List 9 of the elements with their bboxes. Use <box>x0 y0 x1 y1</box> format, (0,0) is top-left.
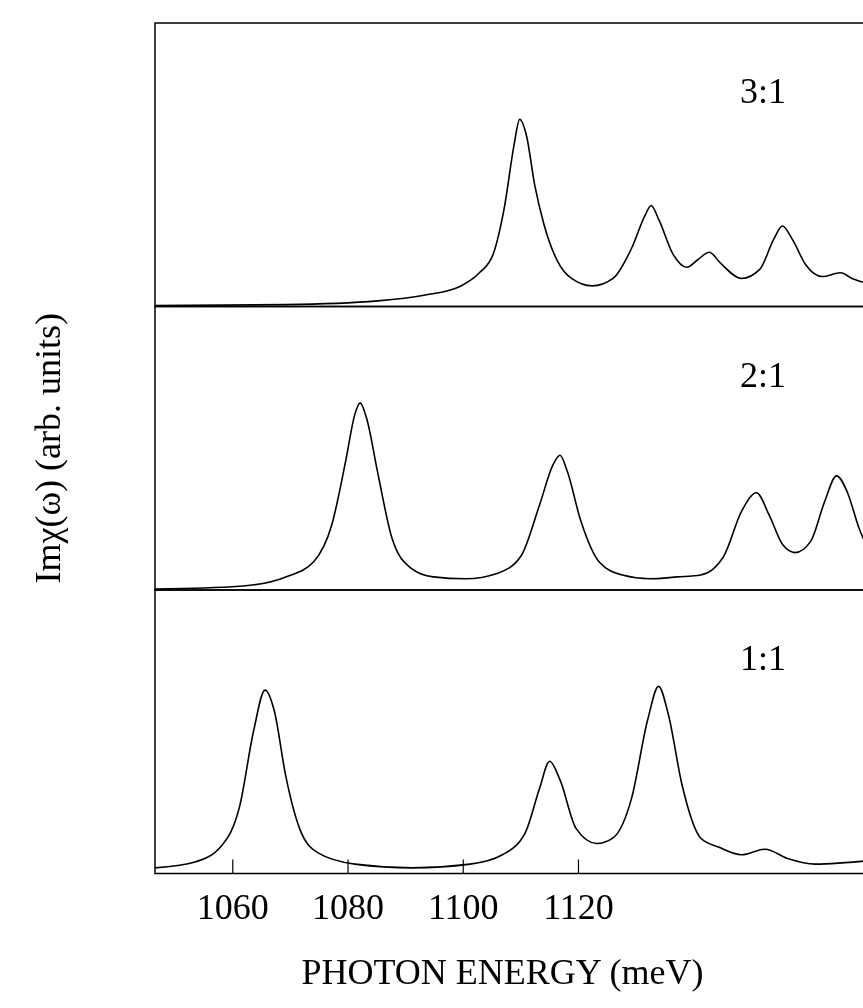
x-tick-label: 1100 <box>427 886 499 927</box>
x-tick-label: 1060 <box>196 886 269 927</box>
text: 2:1 <box>739 354 787 395</box>
x-tick-label: 1120 <box>543 886 614 927</box>
x-tick-label: 1080 <box>312 886 385 927</box>
y-axis-title: Imχ(ω) (arb. units) <box>28 312 68 584</box>
text: 3:1 <box>739 71 787 111</box>
x-axis-title: PHOTON ENERGY (meV) <box>301 951 704 992</box>
text: 1:1 <box>739 638 787 678</box>
